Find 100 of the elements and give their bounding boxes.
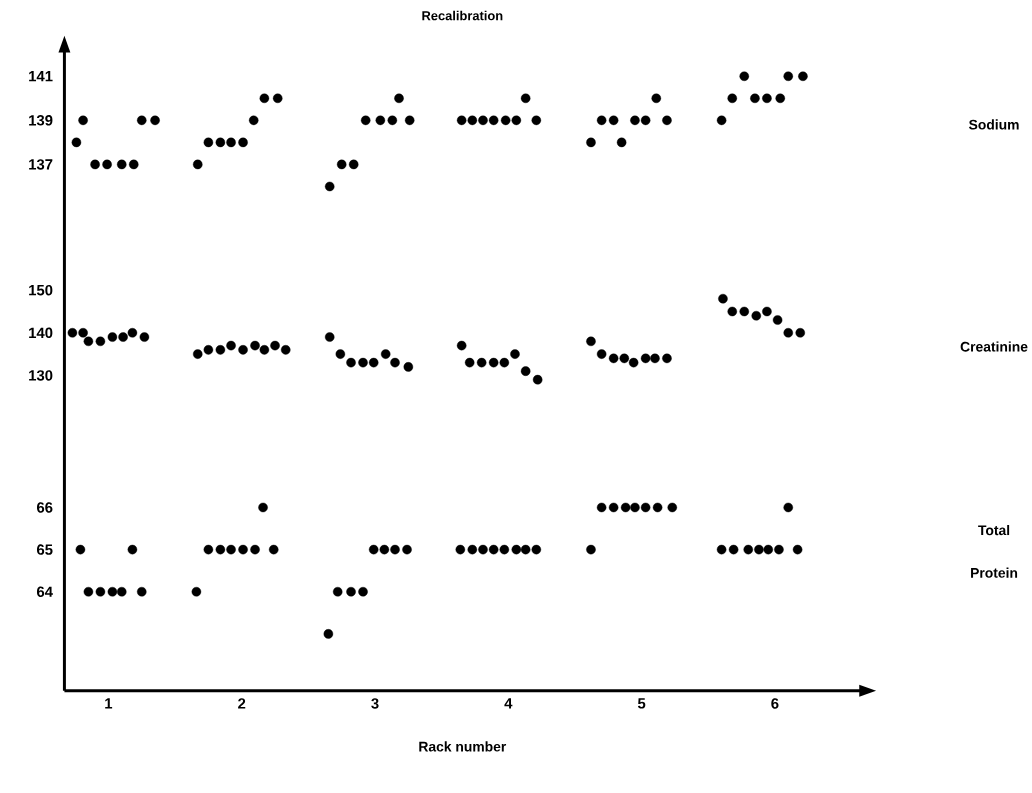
point: [127, 328, 138, 338]
point: [215, 137, 226, 148]
point: [379, 544, 390, 555]
point: [75, 544, 86, 555]
point: [488, 115, 499, 126]
y2-tick-label: 150: [29, 284, 53, 296]
point: [478, 115, 488, 126]
point: [280, 345, 291, 355]
point: [728, 544, 739, 555]
point: [500, 115, 511, 126]
point: [226, 137, 236, 148]
point: [456, 340, 467, 351]
point: [586, 137, 596, 148]
point: [259, 345, 270, 355]
point: [763, 544, 774, 555]
point: [358, 357, 368, 368]
point: [754, 544, 764, 555]
point: [324, 332, 335, 342]
x-tick-label: 1: [105, 698, 113, 709]
point: [596, 115, 607, 126]
point: [464, 357, 475, 368]
point: [387, 115, 398, 126]
point: [335, 349, 346, 359]
point: [531, 544, 542, 555]
point: [718, 294, 728, 304]
y3-tick-label: 64: [37, 586, 53, 598]
point: [630, 502, 640, 513]
text: Sodium: [968, 119, 1019, 130]
point: [455, 544, 466, 555]
point: [127, 544, 138, 555]
point: [268, 544, 279, 555]
point: [640, 353, 651, 364]
y-tick-label: 141: [29, 71, 53, 82]
point: [520, 366, 531, 376]
point: [323, 629, 334, 639]
y2-tick-label: 130: [29, 370, 53, 381]
point: [783, 502, 794, 513]
point: [348, 159, 359, 170]
point: [751, 311, 762, 321]
point: [743, 544, 754, 555]
point: [662, 353, 672, 364]
point: [798, 71, 808, 82]
point: [272, 93, 283, 104]
point: [394, 93, 404, 104]
point: [83, 587, 94, 597]
point: [520, 93, 531, 104]
point: [368, 357, 379, 368]
point: [750, 93, 760, 104]
point: [476, 357, 487, 368]
y-tick-label: 139: [29, 115, 53, 126]
point: [511, 115, 522, 126]
y3-tick-label: 66: [37, 502, 53, 513]
point: [630, 115, 640, 126]
point: [403, 362, 414, 372]
point: [488, 544, 499, 555]
x-tick-label: 3: [371, 698, 379, 709]
point: [467, 544, 478, 555]
text: Total Protein: [971, 525, 1018, 578]
point: [107, 587, 118, 597]
point: [586, 544, 596, 555]
point: [368, 544, 379, 555]
point: [78, 115, 88, 126]
point: [762, 306, 772, 317]
point: [499, 544, 510, 555]
point: [608, 115, 619, 126]
point: [640, 502, 651, 513]
x-axis-title: Rack number: [419, 741, 507, 752]
point: [118, 332, 128, 342]
point: [616, 137, 627, 148]
y3-tick-label: 65: [37, 544, 53, 555]
chart-title: Recalibration: [422, 10, 503, 21]
point: [628, 357, 639, 368]
point: [531, 115, 542, 126]
point: [520, 544, 531, 555]
point: [90, 159, 100, 170]
point: [95, 336, 106, 347]
point: [191, 587, 202, 597]
point: [215, 345, 226, 355]
text: Creatinine: [960, 341, 1028, 352]
point: [238, 544, 248, 555]
point: [116, 159, 127, 170]
point: [783, 71, 794, 82]
point: [772, 315, 783, 325]
point: [795, 328, 806, 338]
point: [250, 544, 260, 555]
point: [586, 336, 596, 347]
point: [727, 306, 738, 317]
point: [783, 328, 794, 338]
point: [488, 357, 499, 368]
point: [774, 544, 784, 555]
point: [102, 159, 112, 170]
point: [652, 502, 663, 513]
point: [270, 340, 280, 351]
point: [739, 71, 750, 82]
point: [596, 502, 607, 513]
point: [95, 587, 106, 597]
point: [402, 544, 412, 555]
point: [248, 115, 259, 126]
point: [346, 587, 356, 597]
point: [667, 502, 678, 513]
